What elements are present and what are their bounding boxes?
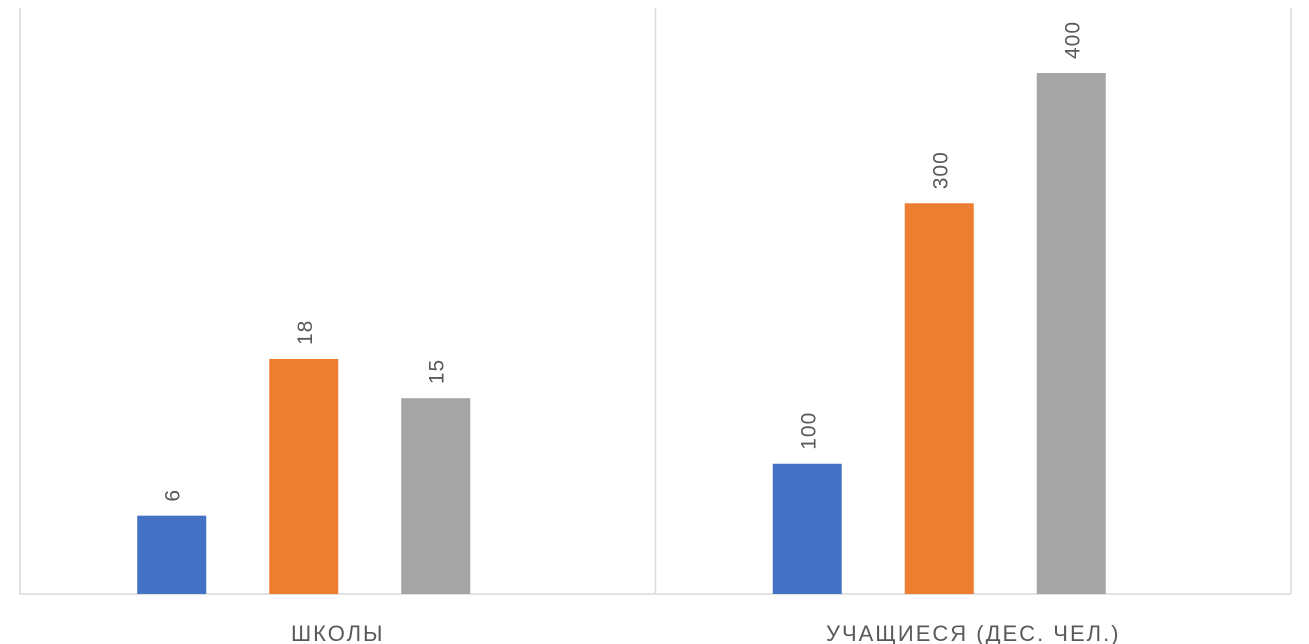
data-label-cat0-series0: 6 [162, 489, 185, 502]
bar-cat1-series2 [1036, 73, 1106, 594]
category-label-0: ШКОЛЫ [291, 621, 385, 644]
bar-cat0-series0 [137, 515, 207, 594]
category-label-1: УЧАЩИЕСЯ (ДЕС. ЧЕЛ.) [826, 621, 1121, 644]
bar-cat1-series1 [904, 203, 974, 594]
data-label-cat1-series2: 400 [1061, 21, 1084, 59]
bar-cat0-series2 [401, 398, 471, 594]
chart-data-labels: 6 18 15 100 300 400 [162, 21, 1085, 502]
data-label-cat1-series0: 100 [797, 412, 820, 450]
chart-bars [137, 73, 1106, 594]
data-label-cat0-series2: 15 [426, 359, 449, 384]
chart-category-labels: ШКОЛЫ УЧАЩИЕСЯ (ДЕС. ЧЕЛ.) [291, 621, 1121, 644]
data-label-cat1-series1: 300 [929, 151, 952, 189]
bar-cat1-series0 [772, 463, 842, 594]
data-label-cat0-series1: 18 [294, 320, 317, 345]
bar-cat0-series1 [269, 359, 339, 594]
